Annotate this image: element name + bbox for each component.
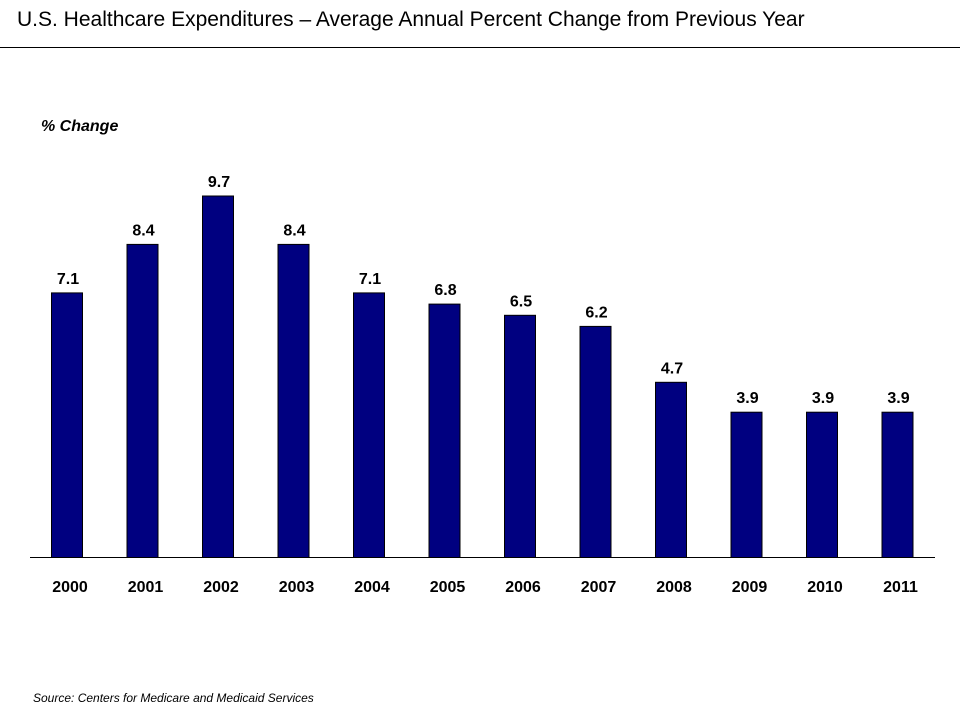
bar-2008 <box>655 381 687 558</box>
bar-2002 <box>202 195 234 558</box>
data-label-2008: 4.7 <box>661 360 683 377</box>
source-note: Source: Centers for Medicare and Medicai… <box>33 691 314 705</box>
bar-2009 <box>730 411 763 559</box>
bar-2011 <box>881 411 914 559</box>
x-tick-2000: 2000 <box>52 579 88 596</box>
data-label-2003: 8.4 <box>283 222 305 239</box>
x-tick-2007: 2007 <box>581 579 617 596</box>
bar-2004 <box>353 292 385 558</box>
x-tick-2001: 2001 <box>128 579 164 596</box>
data-label-2007: 6.2 <box>585 304 607 321</box>
y-axis-label: % Change <box>41 118 119 135</box>
data-label-2009: 3.9 <box>736 390 758 407</box>
data-label-2004: 7.1 <box>359 271 381 288</box>
bar-2005 <box>428 303 461 558</box>
data-label-2000: 7.1 <box>57 271 79 288</box>
bar-2001 <box>126 243 159 558</box>
x-tick-2004: 2004 <box>354 579 390 596</box>
data-label-2010: 3.9 <box>812 390 834 407</box>
data-label-2005: 6.8 <box>434 282 456 299</box>
data-label-2002: 9.7 <box>208 174 230 191</box>
title-divider <box>0 47 960 48</box>
x-tick-2009: 2009 <box>732 579 768 596</box>
bar-2003 <box>277 243 310 558</box>
x-tick-2011: 2011 <box>883 579 918 596</box>
bar-2006 <box>504 314 536 558</box>
bar-2000 <box>51 292 83 558</box>
x-tick-2010: 2010 <box>807 579 843 596</box>
data-label-2011: 3.9 <box>887 390 909 407</box>
x-tick-labels-group: 2000 2001 2002 2003 2004 2005 2006 2007 2008 2009… <box>52 579 918 596</box>
chart-title: U.S. Healthcare Expenditures – Average A… <box>17 8 805 31</box>
bar-2007 <box>579 325 612 558</box>
x-tick-2006: 2006 <box>505 579 541 596</box>
x-tick-2005: 2005 <box>430 579 466 596</box>
x-tick-2003: 2003 <box>279 579 315 596</box>
bars-group <box>51 195 914 559</box>
x-tick-2002: 2002 <box>203 579 239 596</box>
data-label-2006: 6.5 <box>510 293 532 310</box>
data-label-2001: 8.4 <box>132 222 154 239</box>
x-tick-2008: 2008 <box>656 579 692 596</box>
bar-2010 <box>806 411 838 559</box>
data-labels-group: 7.1 8.4 9.7 8.4 7.1 6.8 6.5 6.2 4.7 3.9 3.9 3.9 <box>57 174 910 407</box>
